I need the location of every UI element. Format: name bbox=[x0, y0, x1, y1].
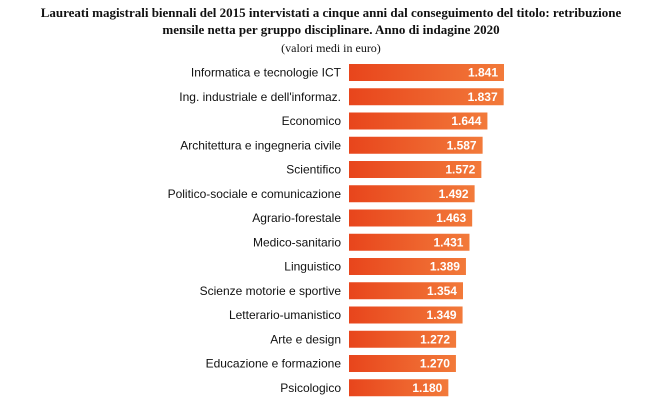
bar bbox=[349, 209, 473, 227]
bar bbox=[349, 330, 457, 348]
bar bbox=[349, 112, 488, 130]
bar bbox=[349, 185, 475, 203]
bar-value-label: 1.841 bbox=[468, 66, 498, 80]
chart-subtitle: (valori medi in euro) bbox=[281, 41, 381, 55]
category-label: Agrario-forestale bbox=[252, 211, 341, 225]
bar bbox=[349, 161, 482, 178]
bar-value-label: 1.837 bbox=[468, 90, 498, 104]
category-label: Arte e design bbox=[270, 332, 341, 346]
bar-value-label: 1.587 bbox=[447, 138, 477, 152]
category-label: Medico-sanitario bbox=[253, 235, 341, 249]
bar-value-label: 1.644 bbox=[451, 114, 481, 128]
category-label: Linguistico bbox=[284, 260, 341, 274]
bar bbox=[349, 355, 456, 372]
category-label: Economico bbox=[282, 114, 342, 128]
bar bbox=[349, 258, 466, 275]
chart-title-line1: Laureati magistrali biennali del 2015 in… bbox=[40, 5, 622, 20]
bars-group: Informatica e tecnologie ICT 1.841 Ing. in… bbox=[168, 64, 504, 397]
chart-title-line2: mensile netta per gruppo disciplinare. A… bbox=[162, 22, 500, 37]
bar-value-label: 1.354 bbox=[427, 284, 457, 298]
category-label: Ing. industriale e dell'informaz. bbox=[179, 90, 341, 104]
bar bbox=[349, 136, 483, 154]
bar-value-label: 1.572 bbox=[445, 163, 475, 177]
bar-value-label: 1.492 bbox=[439, 187, 469, 201]
bar bbox=[349, 233, 470, 251]
bar-value-label: 1.431 bbox=[433, 235, 463, 249]
bar-value-label: 1.272 bbox=[420, 332, 450, 346]
category-label: Scientifico bbox=[286, 163, 341, 177]
bar-value-label: 1.463 bbox=[436, 211, 466, 225]
bar bbox=[349, 282, 463, 300]
category-label: Letterario-umanistico bbox=[229, 308, 341, 322]
bar-value-label: 1.180 bbox=[412, 381, 442, 395]
category-label: Politico-sociale e comunicazione bbox=[168, 187, 342, 201]
category-label: Informatica e tecnologie ICT bbox=[191, 66, 342, 80]
category-label: Architettura e ingegneria civile bbox=[180, 138, 341, 152]
bar bbox=[349, 88, 504, 106]
bar bbox=[349, 64, 504, 81]
category-label: Psicologico bbox=[280, 381, 341, 395]
bar bbox=[349, 379, 449, 397]
bar-value-label: 1.389 bbox=[430, 260, 460, 274]
bar-value-label: 1.349 bbox=[427, 308, 457, 322]
bar bbox=[349, 306, 463, 324]
category-label: Scienze motorie e sportive bbox=[200, 284, 342, 298]
category-label: Educazione e formazione bbox=[206, 357, 342, 371]
chart-title: Laureati magistrali biennali del 2015 in… bbox=[0, 4, 662, 38]
bar-value-label: 1.270 bbox=[420, 357, 450, 371]
